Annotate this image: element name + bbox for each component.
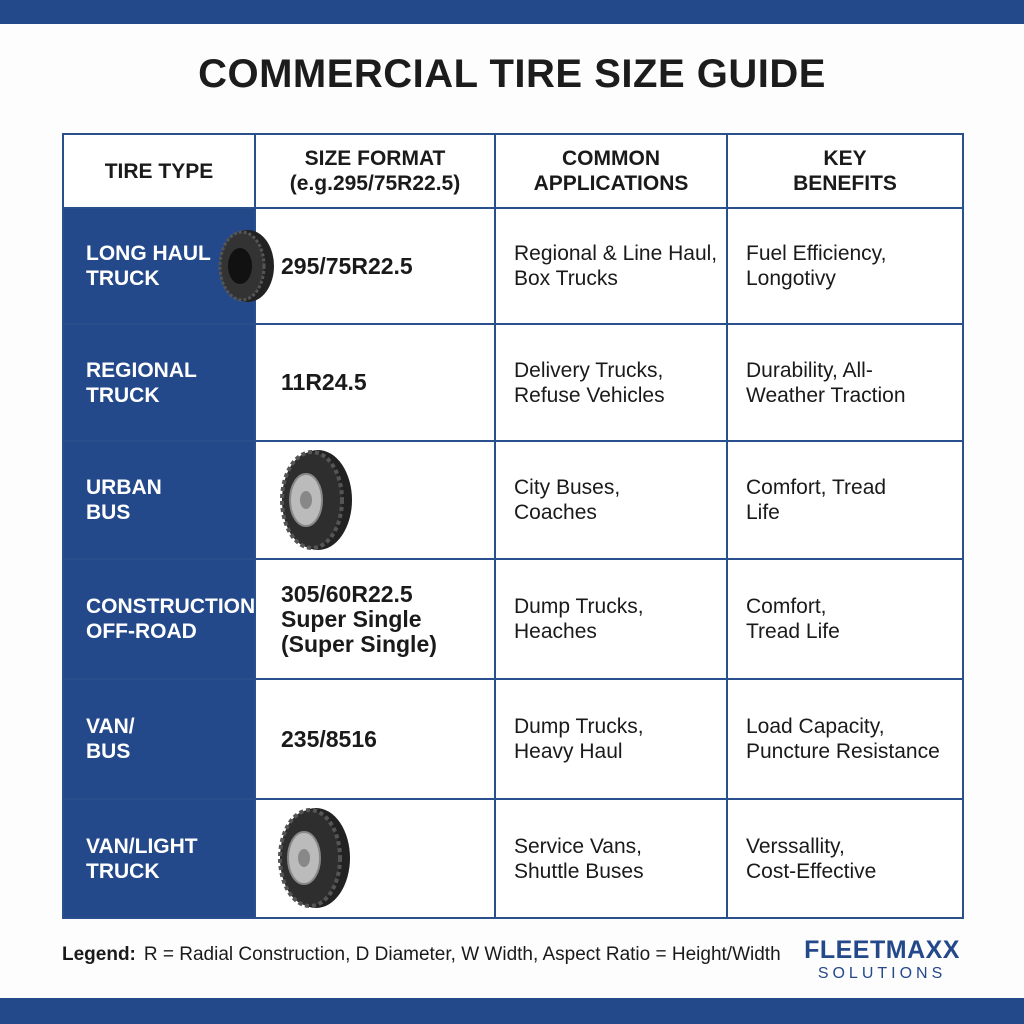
table-cell: Dump Trucks, Heavy Haul [494,678,728,800]
header-cell: KEY BENEFITS [726,133,964,209]
table-cell: Comfort, Tread Life [726,558,964,680]
table-cell: VAN/BUS [62,678,256,800]
table-cell: REGIONAL TRUCK [62,323,256,442]
top-bar [0,0,1024,24]
cell-line: TRUCK [86,859,160,883]
size-table: TIRE TYPE SIZE FORMAT (e.g.295/75R22.5) COM… [62,133,964,919]
cell-line: URBAN [86,476,162,499]
cell-line: Cost-Effective [746,859,877,883]
cell-line: REGIONAL [86,358,197,382]
cell-line: COMMON [562,147,660,170]
table-cell: 295/75R22.5 [254,207,496,325]
table-cell: CONSTRUCTION/OFF-ROAD [62,558,261,680]
cell-line: City Buses, [514,476,621,499]
table-cell: Regional & Line Haul, Box Trucks [494,207,728,325]
cell-line: Durability, All- [746,358,873,382]
cell-line: BENEFITS [793,172,897,195]
table-cell: Verssallity, Cost-Effective [726,798,964,919]
cell-line: Coaches [514,501,597,524]
logo-tagline: SOLUTIONS [817,965,947,982]
cell-line: Life [746,501,780,524]
cell-line: BUS [86,740,131,763]
legend-label: Legend: [62,944,136,965]
cell-line: Box Trucks [514,267,618,290]
table-cell: URBAN BUS [62,440,256,560]
cell-line: Weather Traction [746,383,906,407]
cell-line: 305/60R22.5 [281,580,413,607]
cell-line: Service Vans, [514,834,642,858]
cell-line: Dump Trucks, [514,595,644,618]
cell-line: KEY [823,147,867,170]
logo: FLEETMAXX SOLUTIONS [804,936,960,983]
cell-line: Delivery Trucks, [514,358,664,382]
cell-line: 295/75R22.5 [281,252,413,279]
cell-line: Comfort, Tread [746,476,887,499]
table-cell: VAN/LIGHT TRUCK [62,798,256,919]
cell-line: Dump Trucks, [514,715,644,738]
legend-text: R = Radial Construction, D Diameter, W W… [143,944,781,965]
cell-line: TRUCK [86,267,160,290]
cell-line: (Super Single) [281,630,437,657]
cell-line: Refuse Vehicles [514,383,665,407]
cell-line: VAN/LIGHT [86,834,198,858]
cell-line: TIRE TYPE [104,159,214,183]
cell-line: 235/8516 [281,725,377,752]
page-title: COMMERCIAL TIRE SIZE GUIDE [198,52,826,96]
cell-line: Heavy Haul [514,740,623,763]
cell-line: Longotivy [746,267,836,290]
cell-line: VAN/ [86,715,135,738]
header-cell: COMMON APPLICATIONS [494,133,728,209]
table-cell: Comfort, Tread Life [726,440,964,560]
header-cell: SIZE FORMAT (e.g.295/75R22.5) [254,133,496,209]
cell-line: OFF-ROAD [86,620,197,643]
cell-line: Regional & Line Haul, [514,242,718,265]
bottom-bar [0,998,1024,1024]
cell-line: (e.g.295/75R22.5) [289,172,461,195]
table-cell: Fuel Efficiency, Longotivy [726,207,964,325]
cell-line: APPLICATIONS [533,172,689,195]
cell-line: Load Capacity, [746,715,885,738]
table-cell: City Buses, Coaches [494,440,728,560]
tire-icon [280,450,352,550]
cell-line: CONSTRUCTION/ [86,595,261,618]
cell-line: Super Single [281,605,422,632]
cell-line: Tread Life [746,620,840,643]
table-cell: Dump Trucks, Heaches [494,558,728,680]
legend: Legend: R = Radial Construction, D Diamet… [62,944,781,966]
header-cell: TIRE TYPE [62,133,256,209]
table-cell: 235/8516 [254,678,496,800]
cell-line: Verssallity, [746,834,845,858]
tire-icon [218,230,274,302]
cell-line: 11R24.5 [281,369,367,395]
cell-line: SIZE FORMAT [304,147,446,170]
cell-line: Comfort, [746,595,827,618]
cell-line: TRUCK [86,383,160,407]
cell-line: Heaches [514,620,597,643]
cell-line: Fuel Efficiency, [746,242,887,265]
tire-icon [278,808,350,908]
logo-name: FLEETMAXX [804,936,960,964]
cell-line: Shuttle Buses [514,859,644,883]
table-cell: Load Capacity, Puncture Resistance [726,678,964,800]
cell-line: BUS [86,501,131,524]
table-cell: 305/60R22.5 Super Single (Super Single) [254,558,496,680]
cell-line: LONG HAUL [86,242,211,265]
table-cell: Service Vans, Shuttle Buses [494,798,728,919]
table-cell: Delivery Trucks, Refuse Vehicles [494,323,728,442]
table-cell: 11R24.5 [254,323,496,442]
table-cell: Durability, All- Weather Traction [726,323,964,442]
cell-line: Puncture Resistance [746,740,940,763]
